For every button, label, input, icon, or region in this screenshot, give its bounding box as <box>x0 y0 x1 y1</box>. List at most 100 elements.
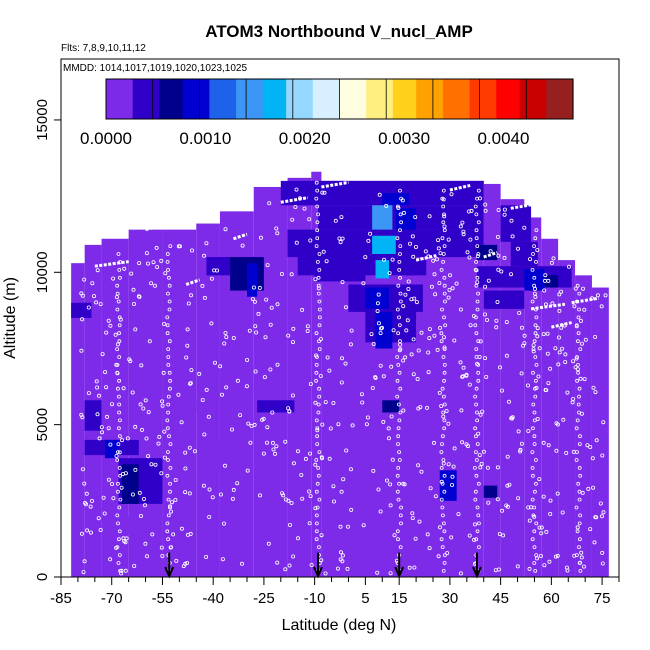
profile-point <box>398 212 403 217</box>
sample-point <box>467 255 472 260</box>
profile-point <box>166 355 171 359</box>
profile-point <box>534 458 538 462</box>
sample-point <box>446 462 451 467</box>
sample-point <box>307 217 312 222</box>
sample-point <box>389 414 394 419</box>
colorbar-swatch <box>552 79 557 119</box>
heatmap-cell <box>476 244 498 261</box>
sample-point <box>600 550 605 555</box>
sample-point <box>189 368 194 373</box>
profile-point <box>395 355 400 359</box>
sample-point <box>592 540 597 545</box>
profile-point <box>395 236 400 241</box>
heatmap-cell <box>416 321 444 340</box>
profile-point <box>577 489 582 494</box>
sample-point <box>504 503 509 508</box>
sample-point <box>142 503 147 508</box>
profile-point <box>166 394 171 399</box>
colorbar-swatch <box>312 79 317 119</box>
colorbar-swatch <box>566 79 571 119</box>
sample-point <box>556 362 561 367</box>
profile-point <box>314 362 319 367</box>
colorbar-swatch <box>326 79 331 119</box>
sample-point <box>419 469 424 474</box>
profile-point <box>534 481 538 486</box>
sample-point <box>423 249 428 254</box>
coverage-column <box>575 275 592 577</box>
sample-point <box>475 254 480 259</box>
colorbar-swatch <box>509 79 514 119</box>
sample-point <box>527 566 532 571</box>
profile-point <box>397 267 402 272</box>
sample-point <box>249 423 254 428</box>
profile-point <box>576 481 581 486</box>
sample-point <box>104 330 109 335</box>
sample-point <box>478 339 483 344</box>
sample-point <box>560 346 565 351</box>
profile-point <box>396 497 401 502</box>
profile-point <box>476 481 481 486</box>
profile-point <box>316 291 321 296</box>
sample-point <box>122 266 127 271</box>
sample-point <box>387 271 392 276</box>
profile-point <box>167 307 172 312</box>
heatmap-cell <box>524 269 545 291</box>
sample-point <box>247 328 252 333</box>
profile-point <box>578 569 583 573</box>
sample-point <box>360 400 365 405</box>
sample-point <box>185 532 190 537</box>
sample-point <box>108 557 113 562</box>
sample-point <box>424 405 429 410</box>
sample-point <box>370 385 375 390</box>
profile-point <box>439 497 444 502</box>
colorbar-swatch <box>519 79 524 119</box>
sample-point <box>386 436 391 441</box>
sample-point <box>254 330 259 335</box>
sample-point <box>313 462 318 467</box>
profile-point <box>117 426 121 431</box>
sample-point <box>160 403 165 408</box>
sample-point <box>265 425 270 430</box>
profile-point <box>533 291 537 296</box>
sample-point <box>452 446 457 451</box>
sample-point <box>100 352 105 357</box>
sample-point <box>502 255 507 260</box>
sample-point <box>375 309 380 314</box>
profile-point <box>165 252 170 256</box>
sample-point <box>79 348 84 353</box>
colorbar-swatch <box>192 79 197 119</box>
sample-point <box>536 374 541 379</box>
sample-point <box>581 564 586 569</box>
profile-point <box>475 529 480 534</box>
profile-point <box>530 537 535 542</box>
sample-point <box>364 422 369 427</box>
colorbar-swatch <box>272 79 277 119</box>
sample-point <box>264 297 269 302</box>
profile-point <box>398 291 403 296</box>
sample-point <box>113 332 118 337</box>
sample-point <box>497 532 502 537</box>
sample-point <box>303 456 308 461</box>
sample-point <box>560 510 565 515</box>
sample-point <box>601 510 606 515</box>
sample-point <box>409 297 414 302</box>
sample-point <box>573 365 578 370</box>
profile-point <box>395 489 400 494</box>
sample-point <box>388 482 393 487</box>
profile-point <box>578 537 582 542</box>
y-tick-label: 15000 <box>34 99 51 141</box>
sample-point <box>143 541 148 546</box>
sample-point <box>350 423 355 428</box>
profile-point <box>165 450 170 455</box>
profile-point <box>314 521 319 526</box>
sample-point <box>95 385 100 390</box>
sample-point <box>386 426 391 431</box>
colorbar-swatch <box>132 79 137 119</box>
profile-point <box>532 561 537 565</box>
sample-point <box>486 278 491 283</box>
sample-point <box>144 436 149 441</box>
sample-point <box>555 553 560 558</box>
coverage-column <box>558 260 576 577</box>
profile-point <box>575 283 580 288</box>
